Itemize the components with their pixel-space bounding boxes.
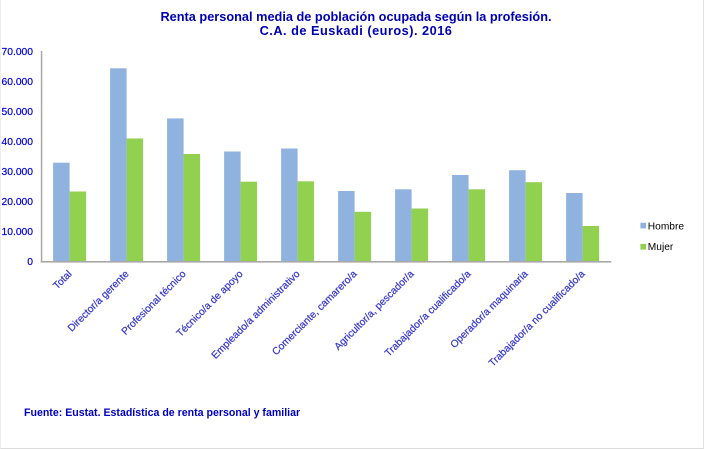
svg-text:40.000: 40.000 (2, 137, 34, 148)
svg-text:Director/a gerente: Director/a gerente (66, 269, 132, 335)
svg-text:Total: Total (52, 269, 75, 292)
svg-text:Mujer: Mujer (648, 242, 674, 253)
svg-text:20.000: 20.000 (2, 197, 34, 208)
svg-text:30.000: 30.000 (2, 167, 34, 178)
svg-text:Hombre: Hombre (648, 221, 685, 232)
svg-text:Trabajador/a no cualificado/a: Trabajador/a no cualificado/a (487, 269, 588, 370)
svg-text:70.000: 70.000 (2, 47, 34, 58)
svg-text:50.000: 50.000 (2, 107, 34, 118)
svg-text:10.000: 10.000 (2, 227, 34, 238)
svg-text:0: 0 (27, 257, 33, 268)
svg-text:60.000: 60.000 (2, 77, 34, 88)
